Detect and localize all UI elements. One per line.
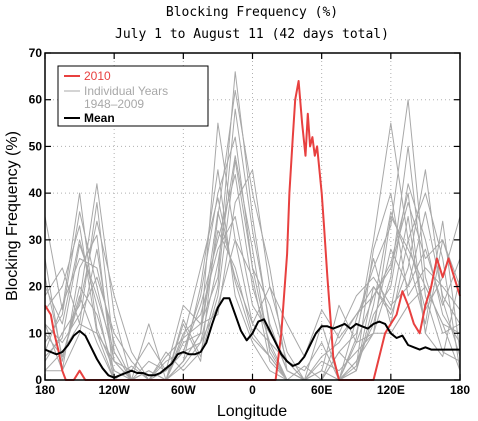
y-tick-label: 30 (29, 233, 43, 247)
x-tick-label: 0 (249, 383, 256, 397)
chart-title: Blocking Frequency (%) (166, 5, 338, 20)
y-tick-label: 70 (29, 46, 43, 60)
x-tick-label: 120W (98, 383, 130, 397)
y-axis-label: Blocking Frequency (%) (4, 131, 21, 301)
x-tick-label: 120E (377, 383, 405, 397)
y-tick-label: 10 (29, 326, 43, 340)
individual-year-line (44, 211, 461, 381)
legend-label-years-range: 1948–2009 (84, 97, 144, 111)
chart-subtitle: July 1 to August 11 (42 days total) (115, 27, 389, 42)
x-tick-label: 180 (35, 383, 55, 397)
individual-year-line (44, 145, 461, 381)
legend: 2010 Individual Years 1948–2009 Mean (57, 65, 209, 127)
x-axis-label: Longitude (217, 403, 287, 420)
legend-box (57, 65, 209, 127)
individual-year-line (44, 89, 461, 381)
y-tick-label: 60 (29, 93, 43, 107)
x-tick-label: 60E (311, 383, 332, 397)
y-tick-label: 40 (29, 186, 43, 200)
legend-label-mean: Mean (84, 111, 115, 125)
legend-label-individual: Individual Years (84, 84, 168, 98)
legend-label-2010: 2010 (84, 69, 111, 83)
y-tick-label: 0 (35, 373, 42, 387)
y-tick-label: 20 (29, 280, 43, 294)
x-tick-label: 60W (171, 383, 196, 397)
individual-year-line (44, 108, 461, 381)
x-tick-label: 180 (450, 383, 470, 397)
individual-year-line (44, 169, 461, 381)
y-tick-label: 50 (29, 139, 43, 153)
